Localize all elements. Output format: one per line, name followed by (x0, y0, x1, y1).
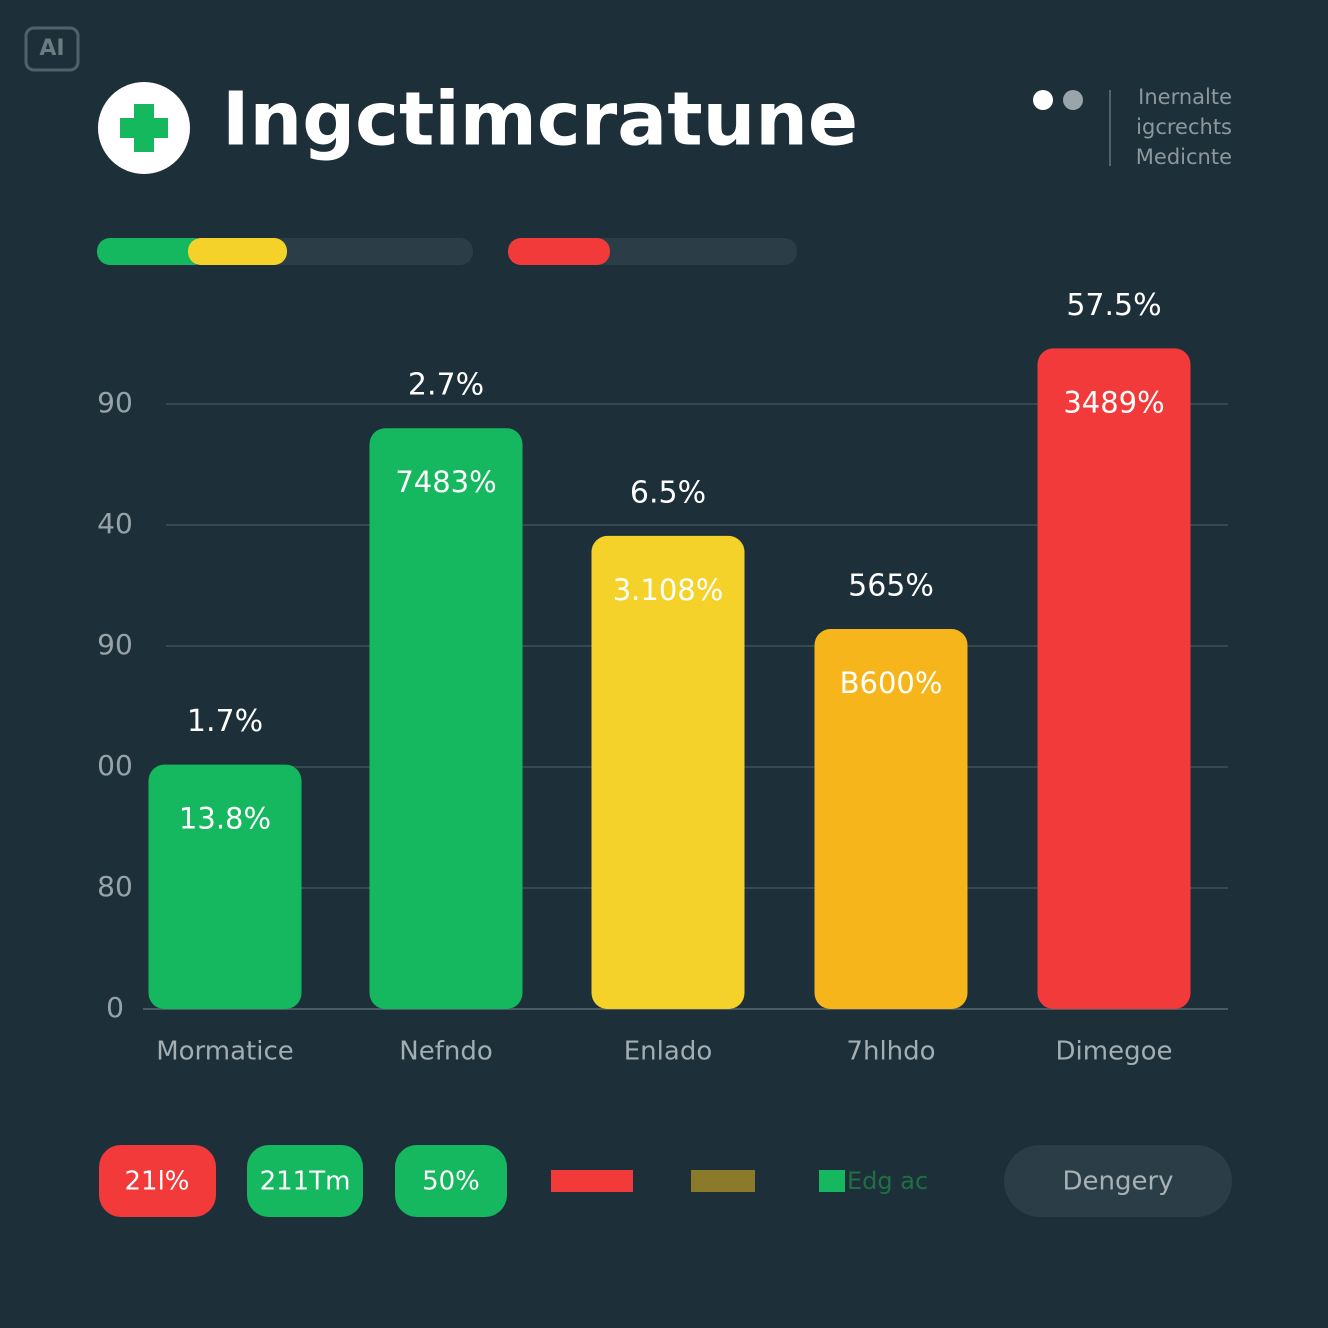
ai-badge-text: AI (39, 36, 64, 61)
side-text: igcrechts (1136, 115, 1232, 139)
pill (247, 1145, 363, 1217)
x-tick-label: Mormatice (156, 1037, 294, 1067)
x-tick-label: Dimegoe (1056, 1037, 1173, 1067)
button[interactable] (1004, 1145, 1232, 1217)
ai-badge (24, 26, 80, 72)
dot (1033, 90, 1053, 110)
bar (814, 629, 968, 1009)
bar-inner-label: 3.108% (613, 573, 724, 607)
logo-plus (120, 104, 168, 152)
progress-segment (97, 238, 207, 265)
y-tick-label: 0 (106, 991, 124, 1024)
y-tick-label: 40 (97, 507, 133, 540)
button-text[interactable]: Dengery (1062, 1167, 1173, 1197)
swatch (551, 1170, 633, 1192)
pill (99, 1145, 216, 1217)
bar (148, 764, 302, 1009)
bar-top-label: 2.7% (408, 368, 484, 403)
y-tick-label: 90 (97, 628, 133, 661)
pill-text: 50% (422, 1167, 480, 1197)
swatch (819, 1170, 845, 1192)
bar-top-label: 565% (848, 569, 934, 604)
bar-inner-label: 13.8% (179, 802, 271, 836)
x-tick-label: 7hlhdo (846, 1037, 935, 1067)
bar-top-label: 57.5% (1066, 288, 1161, 323)
pill-text: 21l% (124, 1167, 189, 1197)
side-text: Medicnte (1136, 145, 1232, 169)
bar-inner-label: B600% (840, 666, 943, 700)
bar-top-label: 1.7% (187, 704, 263, 739)
bar-top-label: 6.5% (630, 475, 706, 510)
y-tick-label: 90 (97, 386, 133, 419)
title: Ingctimcratune (222, 77, 858, 163)
x-tick-label: Nefndo (399, 1037, 493, 1067)
bar (1037, 348, 1191, 1010)
legend-text: Edg ac (847, 1167, 928, 1195)
y-tick-label: 00 (97, 749, 133, 782)
dot (1063, 90, 1083, 110)
pill-text: 211Tm (260, 1167, 351, 1197)
pill (395, 1145, 507, 1217)
swatch (691, 1170, 755, 1192)
bar (591, 535, 745, 1009)
progress-segment (188, 238, 287, 265)
side-text: Inernalte (1138, 85, 1232, 109)
progress-segment (508, 238, 610, 265)
bar (369, 428, 523, 1009)
bar-inner-label: 3489% (1063, 385, 1164, 419)
y-tick-label: 80 (97, 870, 133, 903)
x-tick-label: Enlado (624, 1037, 712, 1067)
chart: 0 80 00 90 40 90 Mormatice 1.7% 13.8% Nefndo 2.7% 7… (97, 288, 1228, 1067)
bar-inner-label: 7483% (395, 465, 496, 499)
